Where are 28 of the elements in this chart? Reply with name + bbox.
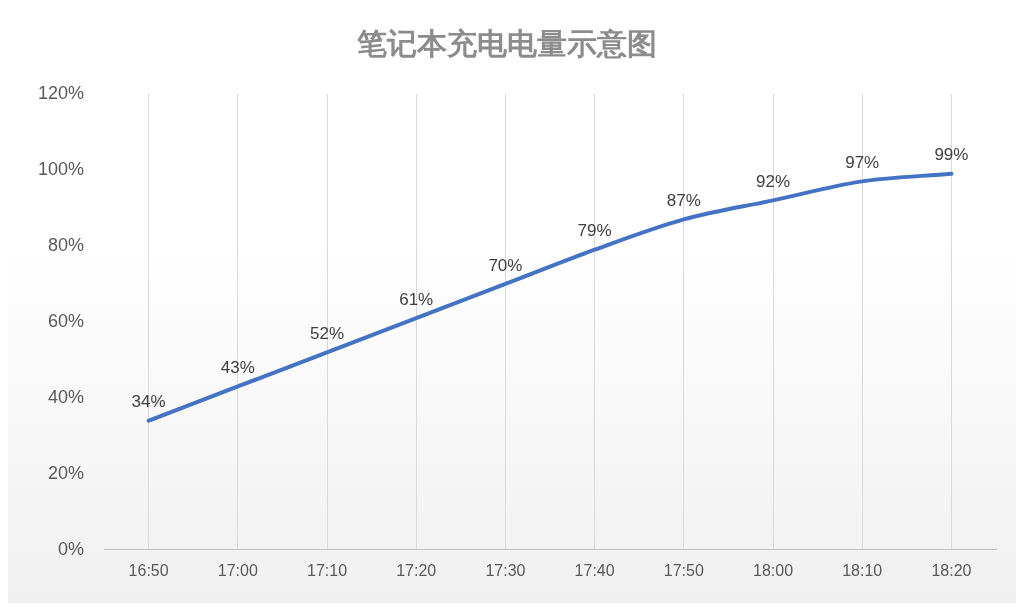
data-label: 61%	[399, 289, 434, 309]
data-label: 99%	[934, 145, 969, 165]
y-tick-label: 0%	[58, 538, 85, 559]
data-label: 97%	[845, 153, 880, 173]
y-tick-label: 80%	[48, 234, 85, 255]
data-label: 43%	[220, 358, 255, 378]
x-tick-label: 17:30	[485, 561, 526, 579]
data-label: 70%	[488, 255, 523, 275]
data-label: 92%	[755, 172, 791, 192]
data-label: 34%	[131, 392, 166, 412]
x-tick-label: 17:40	[574, 561, 615, 579]
x-tick-label: 17:10	[307, 561, 348, 579]
x-tick-label: 16:50	[128, 561, 169, 579]
x-tick-label: 18:20	[931, 561, 972, 579]
data-label: 79%	[577, 221, 612, 241]
x-tick-label: 17:00	[217, 561, 258, 579]
chart-title: 笔记本充电电量示意图	[356, 25, 657, 61]
x-tick-label: 18:00	[752, 561, 794, 579]
y-tick-label: 120%	[37, 82, 85, 103]
x-tick-label: 17:50	[663, 561, 704, 579]
y-tick-label: 40%	[48, 386, 85, 407]
x-tick-label: 17:20	[396, 561, 437, 579]
x-tick-label: 18:10	[842, 561, 883, 579]
y-tick-label: 20%	[48, 462, 85, 483]
data-label: 52%	[310, 323, 345, 343]
y-tick-label: 100%	[37, 158, 85, 179]
data-label: 87%	[666, 191, 701, 211]
y-tick-label: 60%	[48, 310, 85, 331]
